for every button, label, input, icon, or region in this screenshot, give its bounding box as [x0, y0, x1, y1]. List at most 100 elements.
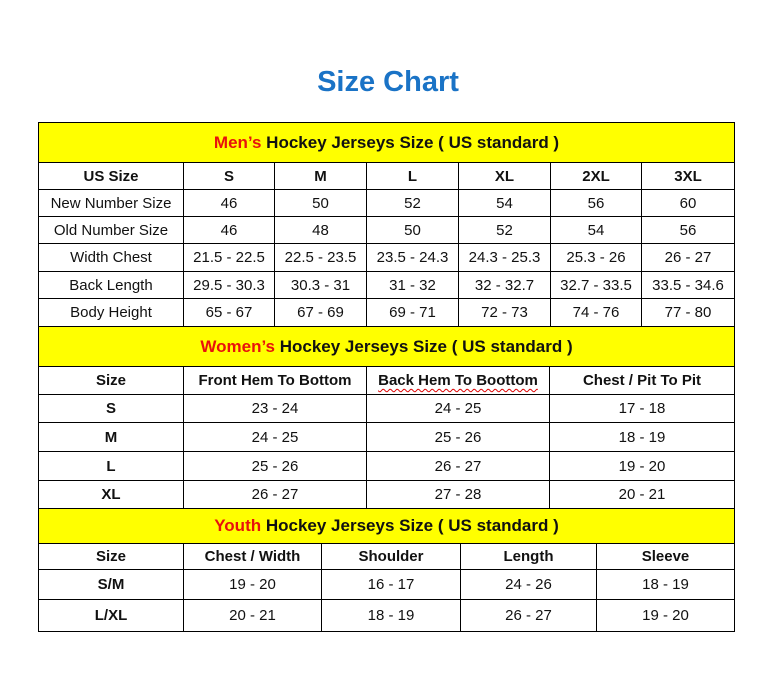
table-cell: 24 - 26 — [460, 569, 597, 600]
table-cell: 33.5 - 34.6 — [640, 271, 736, 299]
column-header-text: 2XL — [582, 167, 610, 185]
table-row: Old Number Size 46 48 50 52 54 56 — [38, 216, 736, 244]
row-label: Width Chest — [38, 243, 184, 272]
page-title: Size Chart — [317, 66, 459, 98]
table-cell: 77 - 80 — [640, 298, 736, 327]
youth-size-table: Youth Hockey Jerseys Size ( US standard … — [38, 508, 735, 632]
section-suffix: Hockey Jerseys Size ( US standard ) — [261, 516, 559, 535]
column-header-text: M — [314, 167, 327, 185]
table-cell: 19 - 20 — [596, 599, 735, 632]
row-label: Body Height — [38, 298, 184, 327]
column-header: Size — [38, 543, 184, 570]
table-cell: 25.3 - 26 — [550, 243, 642, 272]
column-header-text: Sleeve — [641, 548, 690, 565]
table-cell: 46 — [183, 216, 275, 244]
table-cell: 24 - 25 — [366, 394, 550, 423]
table-header-row: US Size S M L XL 2XL 3XL — [38, 162, 736, 190]
women-section-title: Women’s Hockey Jerseys Size ( US standar… — [37, 326, 736, 367]
column-header: 3XL — [640, 162, 736, 190]
column-header-text: Length — [503, 548, 554, 565]
women-label: Women’s — [200, 336, 275, 356]
column-header-text: Back Hem To Boottom — [378, 372, 538, 389]
table-cell: 26 - 27 — [640, 243, 736, 272]
column-header: Sleeve — [596, 543, 735, 570]
column-header: Back Hem To Boottom — [366, 366, 550, 395]
women-size-table: Women’s Hockey Jerseys Size ( US standar… — [37, 326, 736, 509]
row-label: Back Length — [38, 271, 184, 299]
table-cell: 65 - 67 — [183, 298, 275, 327]
table-cell: 60 — [640, 189, 736, 217]
table-row: L 25 - 26 26 - 27 19 - 20 — [38, 451, 736, 481]
row-label: S — [38, 394, 184, 423]
row-label: XL — [38, 480, 184, 509]
table-cell: 67 - 69 — [274, 298, 367, 327]
table-cell: 31 - 32 — [366, 271, 459, 299]
table-cell: 29.5 - 30.3 — [183, 271, 275, 299]
column-header: Front Hem To Bottom — [183, 366, 367, 395]
table-cell: 16 - 17 — [321, 569, 461, 600]
section-suffix: Hockey Jerseys Size ( US standard ) — [275, 336, 573, 356]
column-header-text: S — [223, 167, 234, 185]
table-cell: 54 — [458, 189, 551, 217]
table-cell: 25 - 26 — [183, 451, 367, 481]
table-cell: 48 — [274, 216, 367, 244]
row-label: Old Number Size — [38, 216, 184, 244]
column-header: Size — [38, 366, 184, 395]
youth-section-title: Youth Hockey Jerseys Size ( US standard … — [38, 508, 735, 544]
column-header: 2XL — [550, 162, 642, 190]
table-cell: 32 - 32.7 — [458, 271, 551, 299]
table-cell: 21.5 - 22.5 — [183, 243, 275, 272]
table-cell: 74 - 76 — [550, 298, 642, 327]
row-label: L/XL — [38, 599, 184, 632]
table-cell: 32.7 - 33.5 — [550, 271, 642, 299]
row-label: S/M — [38, 569, 184, 600]
men-section-title: Men’s Hockey Jerseys Size ( US standard … — [37, 122, 736, 163]
table-cell: 27 - 28 — [366, 480, 550, 509]
column-header: M — [274, 162, 367, 190]
table-cell: 56 — [640, 216, 736, 244]
table-row: Width Chest 21.5 - 22.5 22.5 - 23.5 23.5 - … — [38, 243, 736, 272]
section-suffix: Hockey Jerseys Size ( US standard ) — [261, 132, 560, 152]
column-header: Chest / Pit To Pit — [548, 366, 736, 395]
table-cell: 50 — [366, 216, 459, 244]
table-cell: 20 - 21 — [548, 480, 736, 509]
table-cell: 46 — [183, 189, 275, 217]
column-header-text: 3XL — [674, 167, 702, 185]
column-header-text: Chest / Pit To Pit — [582, 372, 702, 389]
table-cell: 54 — [550, 216, 642, 244]
table-cell: 69 - 71 — [366, 298, 459, 327]
table-cell: 24 - 25 — [183, 422, 367, 452]
table-cell: 20 - 21 — [183, 599, 322, 632]
column-header: Length — [460, 543, 597, 570]
table-row: M 24 - 25 25 - 26 18 - 19 — [38, 422, 736, 452]
table-cell: 25 - 26 — [366, 422, 550, 452]
table-header-row: Size Chest / Width Shoulder Length Sleeve — [38, 543, 735, 570]
table-cell: 22.5 - 23.5 — [274, 243, 367, 272]
column-header: Shoulder — [321, 543, 461, 570]
men-size-table: Men’s Hockey Jerseys Size ( US standard … — [37, 122, 736, 327]
men-label: Men’s — [213, 132, 262, 152]
column-header-text: Size — [95, 548, 126, 565]
table-row: S 23 - 24 24 - 25 17 - 18 — [38, 394, 736, 423]
column-header: S — [183, 162, 275, 190]
table-cell: 26 - 27 — [460, 599, 597, 632]
table-cell: 56 — [550, 189, 642, 217]
column-header-text: Shoulder — [358, 548, 424, 565]
row-label: New Number Size — [38, 189, 184, 217]
column-header: XL — [458, 162, 551, 190]
table-header-row: Size Front Hem To Bottom Back Hem To Boott… — [38, 366, 736, 395]
table-cell: 52 — [458, 216, 551, 244]
table-row: New Number Size 46 50 52 54 56 60 — [38, 189, 736, 217]
column-header-text: Size — [95, 372, 126, 389]
table-cell: 30.3 - 31 — [274, 271, 367, 299]
table-row: L/XL 20 - 21 18 - 19 26 - 27 19 - 20 — [38, 599, 735, 632]
table-cell: 18 - 19 — [321, 599, 461, 632]
table-cell: 26 - 27 — [366, 451, 550, 481]
table-cell: 52 — [366, 189, 459, 217]
column-header-text: L — [407, 167, 418, 185]
table-row: XL 26 - 27 27 - 28 20 - 21 — [38, 480, 736, 509]
column-header-text: XL — [494, 167, 515, 185]
table-cell: 17 - 18 — [548, 394, 736, 423]
table-row: S/M 19 - 20 16 - 17 24 - 26 18 - 19 — [38, 569, 735, 600]
column-header: L — [366, 162, 459, 190]
